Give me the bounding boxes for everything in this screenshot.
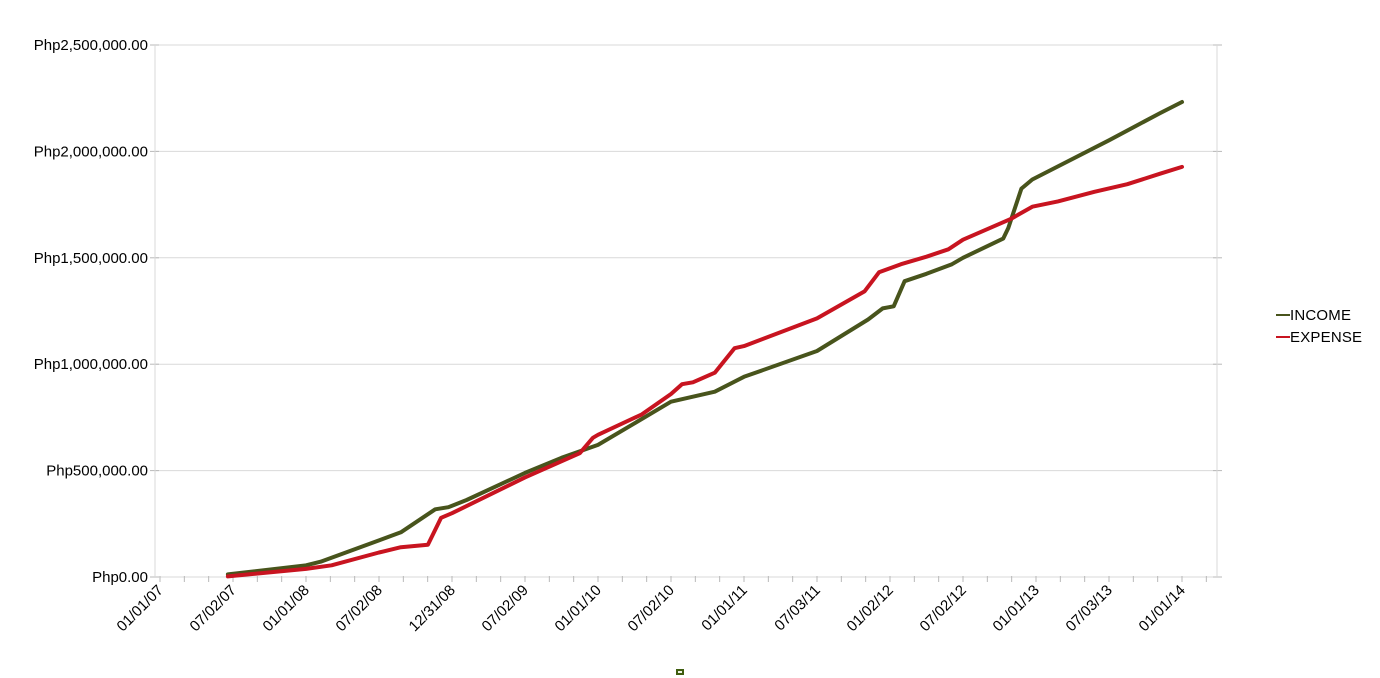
y-axis-label: Php1,500,000.00: [34, 250, 148, 267]
x-axis-label: 01/01/13: [990, 582, 1043, 635]
series-line-expense: [225, 164, 1184, 579]
x-axis-label: 01/01/11: [698, 582, 751, 635]
y-axis-label: Php2,500,000.00: [34, 37, 148, 54]
x-axis-label: 12/31/08: [406, 582, 459, 635]
y-axis-label: Php0.00: [92, 569, 148, 586]
x-axis-label: 01/01/14: [1136, 582, 1189, 635]
x-axis-label: 07/02/07: [187, 582, 240, 635]
series-line-income: [225, 100, 1184, 577]
legend-item-income: INCOME: [1276, 304, 1362, 326]
x-axis-label: 01/01/07: [114, 582, 167, 635]
x-axis-label: 01/02/12: [844, 582, 897, 635]
legend-label-expense: EXPENSE: [1290, 328, 1363, 346]
stray-mark: [676, 669, 684, 675]
expense-line-swatch: [1276, 336, 1290, 338]
chart-legend: INCOME EXPENSE: [1276, 304, 1362, 348]
x-axis-label: 07/02/10: [625, 582, 678, 635]
x-axis-label: 07/02/09: [479, 582, 532, 635]
x-axis-label: 01/01/08: [260, 582, 313, 635]
x-axis-label: 07/02/08: [333, 582, 386, 635]
y-axis-label: Php1,000,000.00: [34, 356, 148, 373]
legend-label-income: INCOME: [1290, 306, 1352, 324]
x-axis-label: 07/02/12: [917, 582, 970, 635]
x-axis-label: 07/03/11: [771, 582, 824, 635]
y-axis-label: Php500,000.00: [46, 463, 148, 480]
income-line-swatch: [1276, 314, 1290, 316]
x-axis-label: 07/03/13: [1063, 582, 1116, 635]
x-axis-label: 01/01/10: [552, 582, 605, 635]
y-axis-label: Php2,000,000.00: [34, 143, 148, 160]
legend-item-expense: EXPENSE: [1276, 326, 1362, 348]
